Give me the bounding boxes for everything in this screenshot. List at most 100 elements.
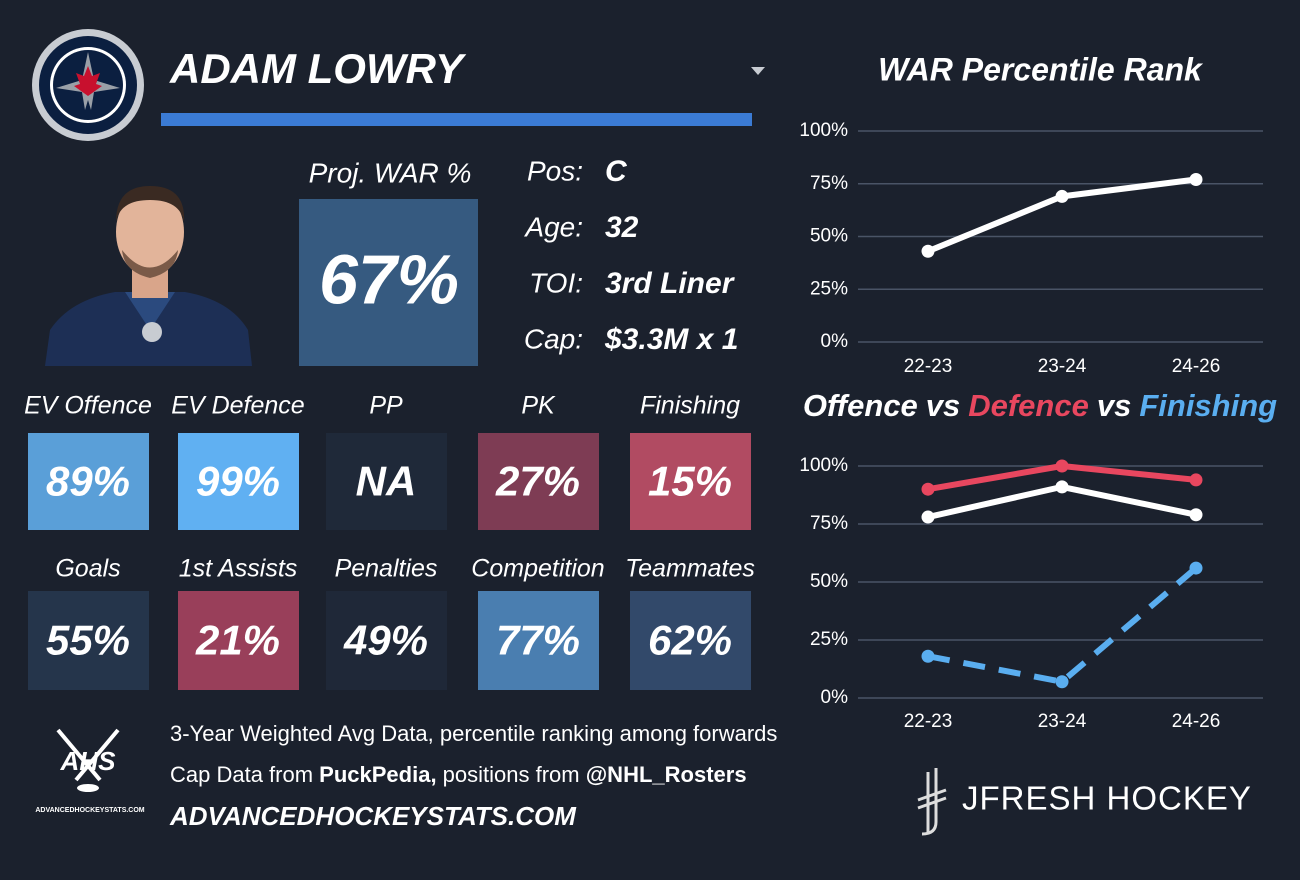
stat-tile <box>178 433 299 530</box>
footer-line: 3-Year Weighted Avg Data, percentile ran… <box>170 721 777 746</box>
chart-title: WAR Percentile Rank <box>878 51 1204 87</box>
info-label: Cap: <box>524 323 583 354</box>
stat-tile <box>28 433 149 530</box>
tile-label: 1st Assists <box>179 555 298 583</box>
tile-label: PK <box>521 392 556 420</box>
data-point <box>1189 561 1203 575</box>
brand-logo: JFRESH HOCKEY <box>917 768 1252 836</box>
tile-label: EV Defence <box>171 392 304 420</box>
name-underline <box>161 113 752 126</box>
y-tick-label: 0% <box>821 687 849 708</box>
info-label: Pos: <box>527 155 583 186</box>
y-tick-label: 50% <box>810 226 848 247</box>
info-value: 3rd Liner <box>605 267 736 300</box>
title-separator: vs <box>926 388 960 423</box>
projection-label: Proj. WAR % <box>309 157 472 188</box>
stat-tile <box>478 591 599 690</box>
data-point <box>1055 459 1069 473</box>
y-tick-label: 100% <box>799 120 848 141</box>
stat-tile <box>178 591 299 690</box>
ahs-logo: AHS ADVANCEDHOCKEYSTATS.COM <box>35 728 145 814</box>
info-label: TOI: <box>529 267 583 298</box>
projection-tile <box>299 199 478 366</box>
data-point <box>1055 675 1069 689</box>
info-label: Age: <box>523 211 583 242</box>
stat-tile <box>28 591 149 690</box>
footer-text: @NHL_Rosters <box>586 762 747 787</box>
y-tick-label: 75% <box>810 513 848 534</box>
title-separator: vs <box>1097 388 1131 423</box>
tile-value: 62% <box>648 617 732 664</box>
player-dropdown[interactable] <box>751 67 765 75</box>
player-info: Pos: C Age: 32 TOI: 3rd Liner Cap: $3.3M x 1 <box>523 155 738 356</box>
player-name: ADAM LOWRY <box>169 45 467 92</box>
x-tick-label: 24-26 <box>1172 356 1221 377</box>
y-tick-label: 100% <box>799 455 848 476</box>
ahs-mark: AHS <box>60 746 117 776</box>
tile-label: Competition <box>471 555 604 583</box>
brand-name: JFRESH HOCKEY <box>962 780 1252 817</box>
stat-tile <box>478 433 599 530</box>
projection-value: 67% <box>319 240 459 318</box>
x-tick-label: 22-23 <box>904 711 953 732</box>
info-value: 32 <box>605 211 639 244</box>
footer-text: PuckPedia, <box>319 762 436 787</box>
info-value: $3.3M x 1 <box>604 323 738 356</box>
y-tick-label: 25% <box>810 278 848 299</box>
team-logo <box>32 29 144 141</box>
stat-tiles: EV Offence 89% EV Defence 99% PP NA PK 27% Finis… <box>24 392 755 690</box>
legend-entry: Offence <box>803 388 918 423</box>
x-tick-label: 22-23 <box>904 356 953 377</box>
series-line <box>927 565 1198 685</box>
legend-entry: Defence <box>968 388 1089 423</box>
tile-value: NA <box>356 458 417 505</box>
site-url: ADVANCEDHOCKEYSTATS.COM <box>169 801 577 831</box>
y-tick-label: 0% <box>821 331 849 352</box>
data-point <box>1189 508 1203 522</box>
x-tick-label: 23-24 <box>1038 711 1087 732</box>
stat-tile <box>630 591 751 690</box>
charts: WAR Percentile Rank 0% 25% 50% 75% 100% 22-23 2… <box>799 51 1277 732</box>
tile-value: 55% <box>46 617 130 664</box>
info-value: C <box>605 155 628 188</box>
tile-value: 15% <box>648 458 732 505</box>
tile-value: 49% <box>343 617 428 664</box>
data-point <box>1055 480 1069 494</box>
tile-label: EV Offence <box>24 392 152 420</box>
y-tick-label: 75% <box>810 173 848 194</box>
tile-label: Finishing <box>640 392 740 420</box>
footer: 3-Year Weighted Avg Data, percentile ran… <box>170 721 777 787</box>
tile-label: Goals <box>55 555 120 583</box>
tile-value: 89% <box>46 458 130 505</box>
y-tick-label: 50% <box>810 571 848 592</box>
player-photo <box>45 186 252 366</box>
footer-line: Cap Data from PuckPedia, positions from … <box>170 762 747 787</box>
ahs-caption: ADVANCEDHOCKEYSTATS.COM <box>35 807 144 814</box>
tile-label: Teammates <box>625 555 755 583</box>
tile-value: 21% <box>195 617 280 664</box>
legend-entry: Finishing <box>1139 388 1277 423</box>
footer-text: positions from <box>437 762 586 787</box>
stat-tile <box>630 433 751 530</box>
tile-label: Penalties <box>335 555 438 583</box>
x-tick-label: 24-26 <box>1172 711 1221 732</box>
data-point <box>1189 473 1203 487</box>
stat-tile <box>326 591 447 690</box>
tile-label: PP <box>369 392 403 420</box>
tile-value: 27% <box>495 458 580 505</box>
footer-text: Cap Data from <box>170 762 319 787</box>
data-point <box>1055 189 1069 203</box>
footer-text: 3-Year Weighted Avg Data, percentile ran… <box>170 721 777 746</box>
stat-tile <box>326 433 447 530</box>
data-point <box>1189 173 1203 187</box>
tile-value: 99% <box>196 458 280 505</box>
data-point <box>921 510 935 524</box>
y-tick-label: 25% <box>810 629 848 650</box>
tile-value: 77% <box>496 617 580 664</box>
chart-title: Offence vs Defence vs Finishing <box>803 388 1277 423</box>
data-point <box>921 244 935 258</box>
x-tick-label: 23-24 <box>1038 356 1087 377</box>
data-point <box>921 482 935 496</box>
data-point <box>921 649 935 663</box>
